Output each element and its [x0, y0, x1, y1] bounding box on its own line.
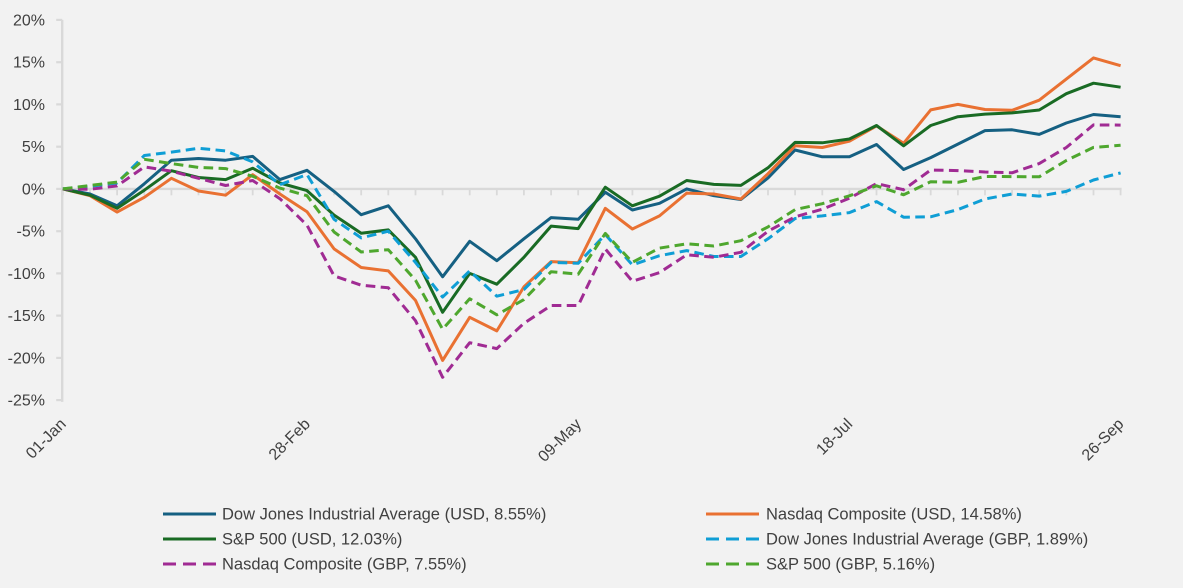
- svg-text:S&P 500 (GBP, 5.16%): S&P 500 (GBP, 5.16%): [766, 556, 935, 574]
- svg-text:-20%: -20%: [8, 350, 45, 367]
- svg-text:-25%: -25%: [8, 393, 45, 410]
- svg-text:20%: 20%: [13, 12, 45, 29]
- svg-text:Nasdaq Composite (GBP, 7.55%): Nasdaq Composite (GBP, 7.55%): [222, 556, 467, 574]
- svg-text:10%: 10%: [13, 97, 45, 114]
- svg-text:Dow Jones Industrial Average (: Dow Jones Industrial Average (USD, 8.55%…: [222, 506, 546, 524]
- svg-text:15%: 15%: [13, 55, 45, 72]
- svg-text:-10%: -10%: [8, 266, 45, 283]
- svg-text:-15%: -15%: [8, 308, 45, 325]
- svg-text:Nasdaq Composite (USD, 14.58%): Nasdaq Composite (USD, 14.58%): [766, 506, 1022, 524]
- svg-text:5%: 5%: [22, 139, 45, 156]
- svg-text:0%: 0%: [22, 181, 45, 198]
- svg-text:-5%: -5%: [17, 224, 45, 241]
- svg-text:Dow Jones Industrial Average (: Dow Jones Industrial Average (GBP, 1.89%…: [766, 531, 1088, 549]
- svg-text:S&P 500 (USD, 12.03%): S&P 500 (USD, 12.03%): [222, 531, 402, 549]
